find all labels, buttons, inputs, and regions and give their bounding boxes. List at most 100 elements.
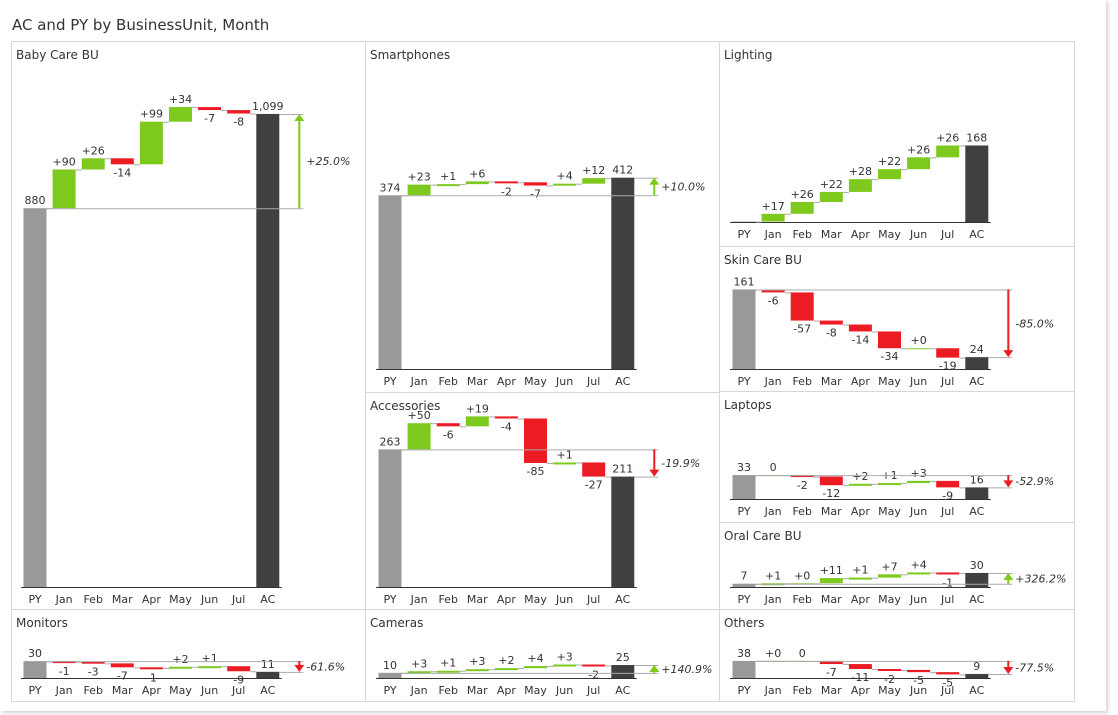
smartphones-label-jul: +12 xyxy=(582,164,605,177)
laptops-tick-feb: Feb xyxy=(792,505,811,518)
monitors-bar-ac xyxy=(256,671,280,678)
accessories-tick-ac: AC xyxy=(615,593,630,606)
lighting-label-jul: +26 xyxy=(936,131,959,144)
smartphones-bar-jul xyxy=(582,178,606,184)
oral-care-bu-variance-label: +326.2% xyxy=(1015,572,1066,585)
accessories-bar-py xyxy=(378,449,402,587)
cameras-label-jan: +3 xyxy=(411,657,427,670)
skin-care-bu-label-feb: -57 xyxy=(793,323,811,336)
accessories-variance-arrow xyxy=(649,469,660,477)
accessories-tick-may: May xyxy=(524,593,547,606)
cameras-title: Cameras xyxy=(370,616,423,630)
monitors-variance-arrow xyxy=(294,664,305,672)
laptops-bar-apr xyxy=(848,483,872,486)
monitors-label-feb: -3 xyxy=(88,666,99,679)
accessories-label-jun: +1 xyxy=(556,448,572,461)
monitors-tick-apr: Apr xyxy=(142,684,162,697)
laptops-label-feb: -2 xyxy=(797,479,808,492)
lighting-bar-jul xyxy=(936,145,960,158)
smartphones-bar-may xyxy=(524,182,547,186)
accessories-bar-apr xyxy=(494,416,518,419)
cameras-tick-py: PY xyxy=(383,684,396,697)
smartphones-tick-jan: Jan xyxy=(410,375,428,388)
monitors-label-jun: +1 xyxy=(201,652,217,665)
baby-care-bu-bar-apr xyxy=(139,121,163,165)
oral-care-bu-variance-arrow xyxy=(1003,572,1014,580)
accessories-label-jan: +50 xyxy=(407,409,430,422)
others-label-may: -2 xyxy=(884,673,895,686)
oral-care-bu-bar-py xyxy=(732,583,756,587)
others-variance-arrow xyxy=(1003,666,1014,674)
monitors-label-jan: -1 xyxy=(59,665,70,678)
smartphones-label-jun: +4 xyxy=(556,170,572,183)
skin-care-bu-variance-arrow xyxy=(1003,350,1014,358)
skin-care-bu-tick-feb: Feb xyxy=(792,375,811,388)
lighting-tick-jun: Jun xyxy=(909,228,927,241)
smartphones-tick-jul: Jul xyxy=(586,375,600,388)
oral-care-bu-tick-may: May xyxy=(878,593,901,606)
lighting-label-jun: +26 xyxy=(907,143,930,156)
others-tick-jan: Jan xyxy=(764,684,782,697)
cameras-label-ac: 25 xyxy=(616,651,630,664)
skin-care-bu-bar-jun xyxy=(907,348,931,350)
laptops-label-ac: 16 xyxy=(970,473,984,486)
oral-care-bu-tick-jun: Jun xyxy=(909,593,927,606)
smartphones-tick-py: PY xyxy=(383,375,396,388)
baby-care-bu-tick-apr: Apr xyxy=(142,593,162,606)
accessories-bar-jun xyxy=(553,462,577,465)
smartphones-bar-mar xyxy=(465,181,489,185)
baby-care-bu-bar-jun xyxy=(198,107,222,111)
others-tick-feb: Feb xyxy=(792,684,811,697)
accessories-tick-jan: Jan xyxy=(410,593,428,606)
others-panel xyxy=(719,609,1075,702)
smartphones-label-feb: +1 xyxy=(440,170,456,183)
others-label-jan: +0 xyxy=(765,647,781,660)
skin-care-bu-bar-may xyxy=(878,331,901,349)
baby-care-bu-label-jun: -7 xyxy=(204,112,215,125)
smartphones-bar-py xyxy=(378,195,402,369)
smartphones-tick-mar: Mar xyxy=(467,375,488,388)
accessories-tick-jul: Jul xyxy=(586,593,600,606)
accessories-label-py: 263 xyxy=(380,435,401,448)
cameras-bar-py xyxy=(378,672,402,678)
lighting-label-feb: +26 xyxy=(791,188,814,201)
lighting-label-may: +22 xyxy=(878,155,901,168)
smartphones-bar-jun xyxy=(553,183,577,186)
skin-care-bu-title: Skin Care BU xyxy=(724,253,802,267)
laptops-tick-may: May xyxy=(878,505,901,518)
monitors-tick-py: PY xyxy=(28,684,41,697)
skin-care-bu-label-ac: 24 xyxy=(970,343,984,356)
laptops-bar-jun xyxy=(907,480,931,484)
others-bar-may xyxy=(878,669,901,671)
skin-care-bu-tick-may: May xyxy=(878,375,901,388)
skin-care-bu-label-py: 161 xyxy=(734,275,755,288)
lighting-tick-jul: Jul xyxy=(940,228,954,241)
smartphones-bar-jan xyxy=(407,184,431,196)
cameras-label-may: +4 xyxy=(527,652,543,665)
monitors-bar-feb xyxy=(81,661,105,664)
oral-care-bu-label-ac: 30 xyxy=(970,559,984,572)
oral-care-bu-bar-jul xyxy=(936,572,960,575)
skin-care-bu-tick-ac: AC xyxy=(969,375,984,388)
laptops-bar-py xyxy=(732,475,756,499)
cameras-bar-jun xyxy=(553,664,577,667)
cameras-label-py: 10 xyxy=(383,659,397,672)
smartphones-label-ac: 412 xyxy=(612,164,633,177)
lighting-label-jan: +17 xyxy=(761,200,784,213)
monitors-tick-mar: Mar xyxy=(112,684,133,697)
cameras-bar-jan xyxy=(407,671,431,674)
lighting-bar-mar xyxy=(819,191,843,202)
baby-care-bu-variance-label: +25.0% xyxy=(306,155,350,168)
monitors-tick-jan: Jan xyxy=(55,684,73,697)
others-bar-jul xyxy=(936,672,960,675)
baby-care-bu-bar-feb xyxy=(81,158,105,170)
skin-care-bu-label-mar: -8 xyxy=(826,327,837,340)
baby-care-bu-label-jan: +90 xyxy=(52,155,75,168)
baby-care-bu-label-ac: 1,099 xyxy=(252,100,284,113)
skin-care-bu-bar-jul xyxy=(936,348,960,358)
monitors-tick-feb: Feb xyxy=(83,684,102,697)
lighting-tick-jan: Jan xyxy=(764,228,782,241)
monitors-label-mar: -7 xyxy=(117,669,128,682)
others-bar-apr xyxy=(848,664,872,669)
